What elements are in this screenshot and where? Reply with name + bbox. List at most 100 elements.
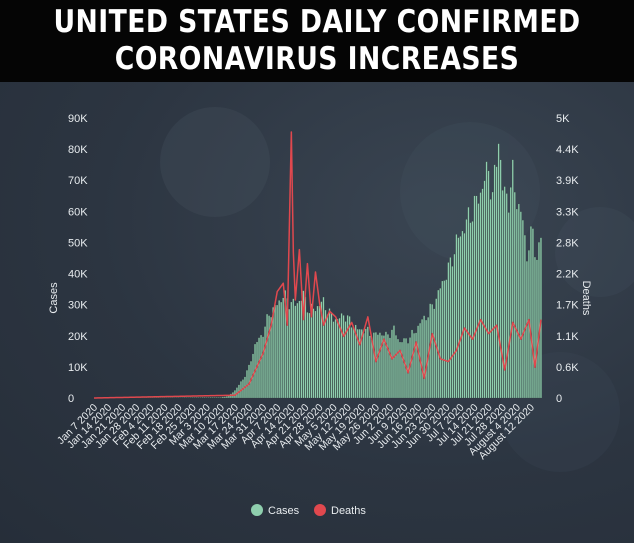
y-tick-right: 2.2K <box>556 269 579 281</box>
bar-cases <box>499 159 502 399</box>
bar-cases <box>449 257 452 399</box>
bar-cases <box>513 191 516 399</box>
legend-deaths-label[interactable]: Deaths <box>331 505 366 517</box>
bar-cases <box>519 211 522 399</box>
bar-cases <box>217 397 220 399</box>
bar-cases <box>290 301 293 399</box>
bar-cases <box>320 301 323 399</box>
bar-cases <box>270 316 272 399</box>
bar-cases <box>521 219 524 399</box>
bar-cases <box>292 298 295 399</box>
legend-cases-swatch <box>251 504 263 516</box>
bar-cases <box>205 397 208 399</box>
bar-cases <box>383 335 385 399</box>
bar-cases <box>336 318 339 399</box>
bar-cases <box>326 314 329 399</box>
y-tick-right: 5K <box>556 113 570 125</box>
bar-cases <box>379 332 381 399</box>
y-tick-right: 3.3K <box>556 206 579 218</box>
bar-cases <box>370 339 373 399</box>
bar-cases <box>328 308 331 399</box>
legend-deaths-swatch <box>314 504 326 516</box>
y-tick-left: 0 <box>68 393 74 405</box>
y-tick-right: 3.9K <box>556 175 579 187</box>
bar-cases <box>465 219 468 399</box>
bar-cases <box>246 370 248 399</box>
bar-cases <box>364 328 367 399</box>
y-tick-left: 60K <box>68 206 88 218</box>
bar-cases <box>266 313 268 399</box>
bar-cases <box>280 301 283 399</box>
bar-cases <box>399 341 401 399</box>
bar-cases <box>203 397 206 399</box>
bar-cases <box>493 164 496 399</box>
bar-cases <box>401 341 403 399</box>
bar-cases <box>225 396 228 399</box>
bar-cases <box>491 191 494 399</box>
bar-cases <box>451 266 454 399</box>
y-tick-right: 4.4K <box>556 144 579 156</box>
bar-cases <box>354 324 357 399</box>
bar-cases <box>338 318 341 399</box>
bar-cases <box>276 304 279 399</box>
bar-cases <box>485 161 488 399</box>
bar-cases <box>274 304 277 399</box>
bar-cases <box>477 203 480 399</box>
bar-cases <box>322 296 325 399</box>
bar-cases <box>387 334 389 399</box>
bar-cases <box>461 230 464 399</box>
bar-cases <box>284 290 287 399</box>
bar-cases <box>352 327 355 399</box>
bar-cases <box>475 195 478 399</box>
headline-banner: UNITED STATES DAILY CONFIRMED CORONAVIRU… <box>0 0 634 82</box>
bar-cases <box>209 397 212 399</box>
bar-cases <box>447 262 450 399</box>
bar-cases <box>258 337 260 399</box>
bar-cases <box>479 192 482 399</box>
bar-cases <box>374 332 377 399</box>
bar-cases <box>495 166 498 399</box>
bar-cases <box>362 332 365 399</box>
bar-cases <box>312 308 315 399</box>
bar-cases <box>536 259 538 399</box>
bar-cases <box>332 321 335 399</box>
bar-cases <box>421 319 424 399</box>
bar-cases <box>445 279 448 399</box>
y-tick-right: 1.7K <box>556 300 579 312</box>
bar-cases <box>300 300 303 399</box>
bar-cases <box>330 312 333 399</box>
bar-cases <box>201 397 204 399</box>
bar-cases <box>391 329 393 399</box>
bar-cases <box>195 397 198 399</box>
bar-cases <box>215 397 218 399</box>
bar-cases <box>417 325 419 399</box>
bar-cases <box>397 338 399 399</box>
bar-cases <box>260 334 262 399</box>
y-tick-left: 20K <box>68 331 88 343</box>
y-tick-left: 30K <box>68 300 88 312</box>
bar-cases <box>441 280 444 399</box>
bar-cases <box>439 288 442 399</box>
bar-cases <box>381 335 383 399</box>
legend-cases-label[interactable]: Cases <box>268 505 300 517</box>
y-axis-title-left: Cases <box>48 282 60 314</box>
y-tick-left: 40K <box>68 269 88 281</box>
bar-cases <box>540 237 542 399</box>
series-deaths-line <box>93 131 542 399</box>
bar-cases <box>314 310 317 399</box>
bar-cases <box>393 325 395 399</box>
bar-cases <box>272 307 275 399</box>
bar-cases <box>296 302 299 399</box>
bar-cases <box>366 326 369 399</box>
y-tick-right: 0.6K <box>556 362 579 374</box>
bar-cases <box>489 199 492 399</box>
bar-cases <box>473 195 476 399</box>
bar-cases <box>532 228 534 399</box>
bar-cases <box>509 187 512 399</box>
bar-cases <box>467 207 470 399</box>
bar-cases <box>530 226 532 399</box>
bar-cases <box>463 233 466 399</box>
bar-cases <box>534 256 536 399</box>
bar-cases <box>358 329 361 399</box>
bar-cases <box>497 143 500 399</box>
